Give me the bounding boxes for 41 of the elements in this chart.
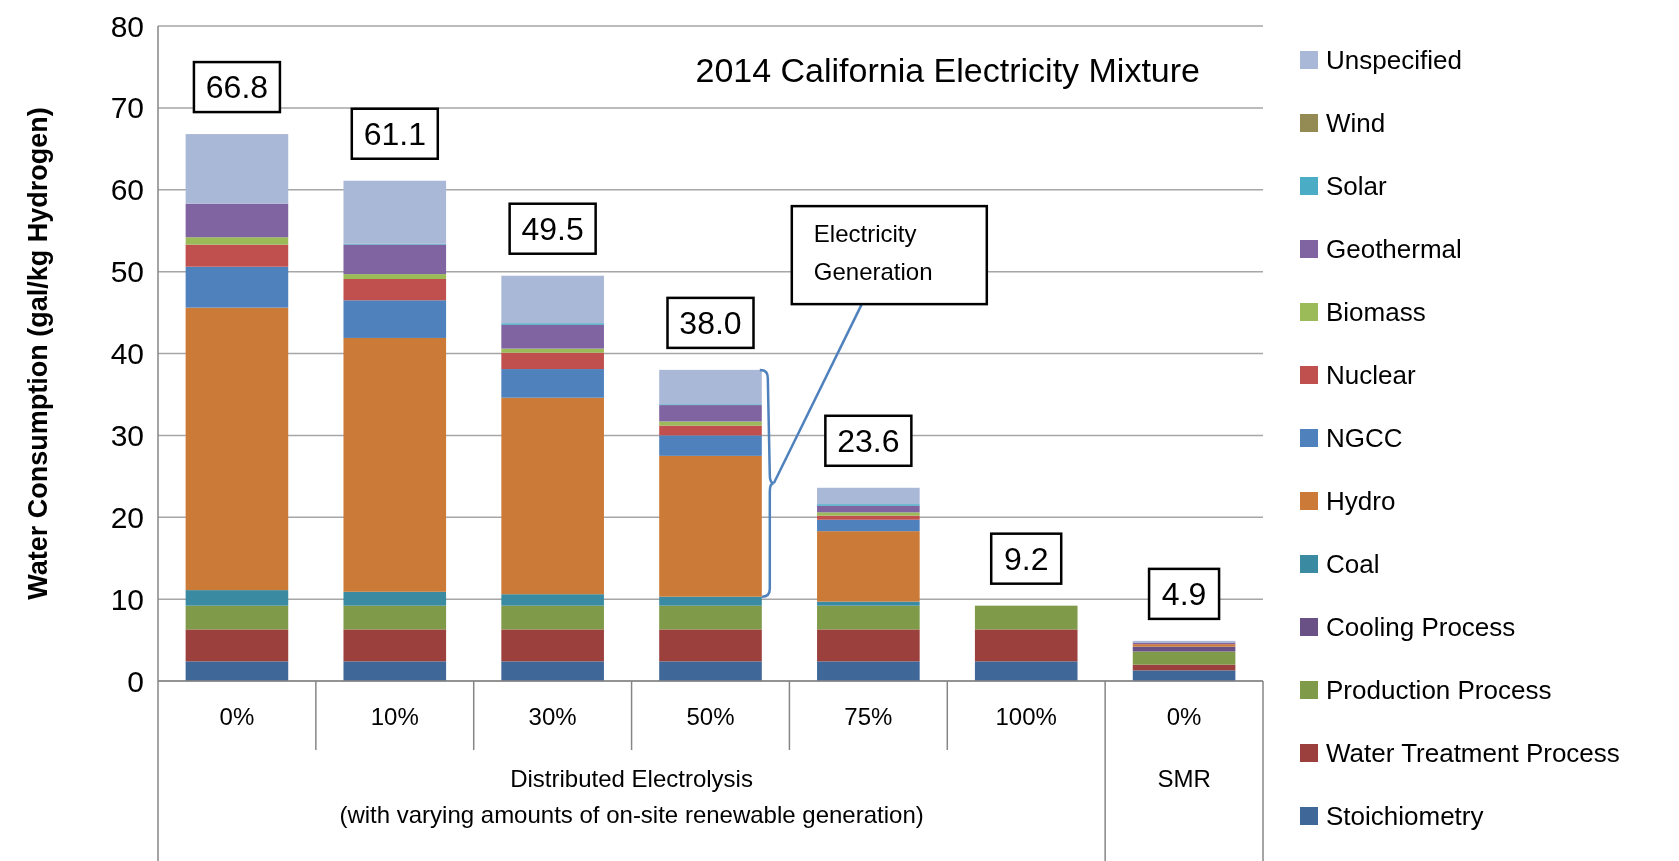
y-tick-label: 30: [110, 418, 144, 452]
y-axis-title: Water Consumption (gal/kg Hydrogen): [23, 107, 53, 600]
text: 2014 California Electricity Mixture: [695, 51, 1200, 89]
y-tick-label: 0: [127, 664, 144, 698]
x-tick-label: 50%: [686, 702, 735, 730]
legend-label: Stoichiometry: [1326, 801, 1484, 831]
legend-label: Geothermal: [1326, 234, 1462, 264]
legend-label: Nuclear: [1326, 360, 1416, 390]
x-tick-label: 0%: [219, 702, 255, 730]
legend-label: Unspecified: [1326, 45, 1462, 75]
total-label: 38.0: [679, 304, 742, 341]
y-tick-label: 10: [110, 582, 144, 616]
legend-label: NGCC: [1326, 423, 1403, 453]
y-tick-label: 70: [110, 91, 144, 125]
y-tick-label: 60: [110, 173, 144, 207]
x-tick-label: 10%: [370, 702, 419, 730]
x-tick-label: 100%: [995, 702, 1057, 730]
y-tick-label: 20: [110, 500, 144, 534]
text: SMR: [1157, 765, 1211, 792]
total-label: 9.2: [1003, 540, 1049, 577]
y-tick-label: 50: [110, 255, 144, 289]
total-label: 61.1: [363, 115, 426, 152]
x-tick-label: 0%: [1166, 702, 1202, 730]
legend-label: Hydro: [1326, 486, 1396, 516]
text: Distributed Electrolysis (with varying amounts of on-site renewable generation): [339, 765, 924, 828]
x-tick-label: 30%: [528, 702, 577, 730]
total-label: 66.8: [205, 69, 269, 106]
total-label: 49.5: [521, 210, 584, 247]
legend-label: Biomass: [1326, 297, 1426, 327]
total-label: 23.6: [837, 422, 900, 459]
y-tick-label: 80: [110, 9, 144, 43]
y-tick-label: 40: [110, 337, 144, 370]
annotation: Electricity Generation: [813, 220, 933, 286]
legend-label: Cooling Process: [1326, 612, 1516, 642]
legend-label: Wind: [1326, 108, 1386, 138]
legend-label: Production Process: [1326, 675, 1552, 705]
legend-label: Water Treatment Process: [1326, 738, 1620, 768]
legend-label: Solar: [1326, 171, 1388, 201]
total-label: 4.9: [1161, 575, 1207, 612]
legend-label: Coal: [1326, 549, 1380, 579]
x-tick-label: 75%: [844, 702, 893, 730]
